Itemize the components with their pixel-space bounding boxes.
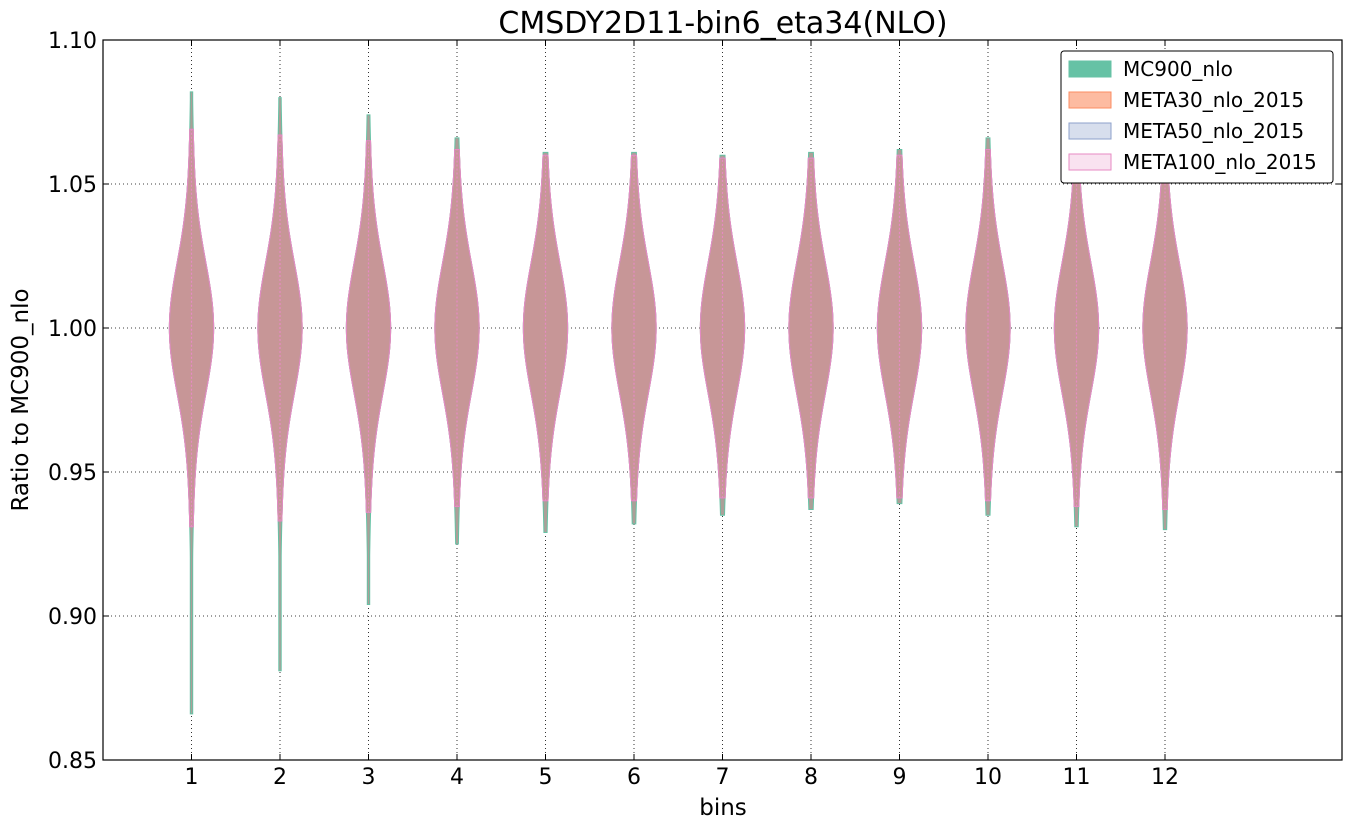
violin-bin-4 [434, 137, 480, 545]
x-axis-label: bins [699, 795, 747, 821]
x-tick-label: 11 [1063, 765, 1091, 790]
x-tick-label: 5 [539, 765, 553, 790]
ticks: 1 2 3 4 5 6 7 8 9 10 11 120.850.900.951.001.051.10 [48, 29, 1342, 790]
legend-swatch [1068, 122, 1112, 140]
x-tick-label: 2 [273, 765, 287, 790]
violin-bin-11 [1053, 128, 1100, 528]
legend: MC900_nlo META30_nlo_2015 META50_nlo_2015 M… [1060, 50, 1334, 184]
x-tick-label: 12 [1151, 765, 1179, 790]
y-tick-label: 1.05 [48, 173, 97, 198]
legend-label: META30_nlo_2015 [1123, 88, 1304, 112]
violin-bin-7 [699, 154, 746, 516]
legend-label: META100_nlo_2015 [1123, 150, 1317, 174]
legend-box [1060, 50, 1334, 184]
x-tick-label: 8 [804, 765, 818, 790]
violin-bin-8 [788, 151, 834, 510]
x-tick-label: 10 [974, 765, 1002, 790]
violin-bin-12 [1142, 123, 1188, 531]
violin-body [876, 154, 923, 499]
violin-body [168, 128, 215, 528]
legend-label: MC900_nlo [1123, 57, 1233, 81]
violin-body [434, 148, 480, 508]
y-tick-label: 1.10 [48, 29, 97, 54]
x-tick-label: 3 [362, 765, 376, 790]
legend-swatch [1068, 153, 1112, 171]
chart-title: CMSDY2D11-bin6_eta34(NLO) [498, 6, 947, 41]
violin-bin-2 [257, 97, 303, 672]
violin-bin-9 [876, 148, 923, 505]
y-tick-label: 0.90 [48, 605, 97, 630]
violins [168, 91, 1188, 715]
violin-body [965, 148, 1011, 502]
violin-bin-3 [345, 114, 392, 605]
x-tick-label: 9 [893, 765, 907, 790]
x-tick-label: 4 [450, 765, 464, 790]
y-tick-label: 0.85 [48, 749, 97, 774]
violin-bin-1 [168, 91, 215, 715]
y-tick-label: 1.00 [48, 317, 97, 342]
x-tick-label: 1 [185, 765, 199, 790]
violin-bin-10 [965, 137, 1011, 516]
violin-bin-5 [522, 151, 569, 533]
legend-label: META50_nlo_2015 [1123, 119, 1304, 143]
y-axis-label: Ratio to MC900_nlo [8, 288, 34, 511]
violin-bin-6 [611, 151, 657, 525]
legend-swatch [1068, 91, 1112, 109]
x-tick-label: 7 [716, 765, 730, 790]
y-tick-label: 0.95 [48, 461, 97, 486]
x-tick-label: 6 [627, 765, 641, 790]
legend-swatch [1068, 60, 1112, 78]
